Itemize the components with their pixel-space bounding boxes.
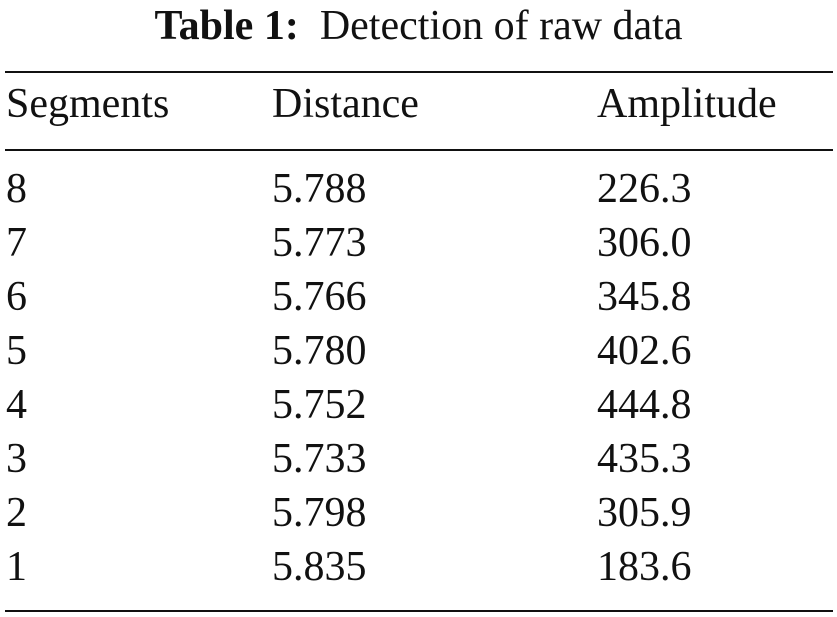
cell-amplitude: 444.8 (597, 382, 692, 428)
table-row: 2 5.798 305.9 (0, 489, 837, 543)
cell-distance: 5.798 (272, 490, 367, 536)
table-caption-label: Table 1: (154, 3, 299, 49)
table-caption: Table 1: Detection of raw data (0, 2, 837, 50)
cell-distance: 5.788 (272, 166, 367, 212)
cell-distance: 5.752 (272, 382, 367, 428)
cell-distance: 5.780 (272, 328, 367, 374)
cell-segments: 6 (6, 274, 27, 320)
cell-distance: 5.835 (272, 544, 367, 590)
cell-amplitude: 435.3 (597, 436, 692, 482)
cell-segments: 3 (6, 436, 27, 482)
cell-distance: 5.733 (272, 436, 367, 482)
cell-segments: 8 (6, 166, 27, 212)
cell-segments: 1 (6, 544, 27, 590)
table-bottom-rule (5, 610, 833, 612)
cell-segments: 4 (6, 382, 27, 428)
table-caption-text: Detection of raw data (319, 3, 683, 49)
table-row: 5 5.780 402.6 (0, 327, 837, 381)
cell-segments: 7 (6, 220, 27, 266)
table-row: 6 5.766 345.8 (0, 273, 837, 327)
table-row: 3 5.733 435.3 (0, 435, 837, 489)
table-row: 4 5.752 444.8 (0, 381, 837, 435)
table-row: 1 5.835 183.6 (0, 543, 837, 597)
cell-segments: 2 (6, 490, 27, 536)
cell-amplitude: 402.6 (597, 328, 692, 374)
table-row: 7 5.773 306.0 (0, 219, 837, 273)
cell-amplitude: 305.9 (597, 490, 692, 536)
cell-distance: 5.766 (272, 274, 367, 320)
cell-amplitude: 306.0 (597, 220, 692, 266)
table-header-rule (5, 149, 833, 151)
table-row: 8 5.788 226.3 (0, 165, 837, 219)
cell-amplitude: 226.3 (597, 166, 692, 212)
table-top-rule (5, 71, 833, 73)
header-distance: Distance (272, 81, 419, 127)
cell-amplitude: 183.6 (597, 544, 692, 590)
header-amplitude: Amplitude (597, 81, 777, 127)
cell-amplitude: 345.8 (597, 274, 692, 320)
cell-segments: 5 (6, 328, 27, 374)
header-segments: Segments (6, 81, 170, 127)
cell-distance: 5.773 (272, 220, 367, 266)
